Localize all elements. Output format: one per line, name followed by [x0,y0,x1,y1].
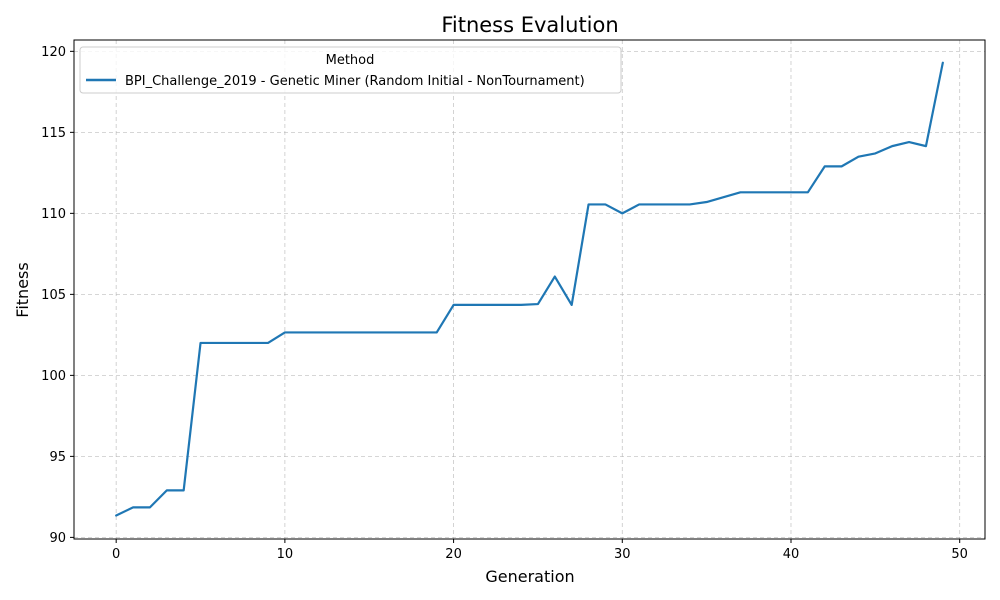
legend-box [79,46,622,94]
legend-title: Method [326,53,375,68]
grid-lines [74,40,985,539]
legend-entry-label: BPI_Challenge_2019 - Genetic Miner (Rand… [125,74,585,89]
y-axis-title: Fitness [13,262,32,317]
x-tick-label: 20 [445,547,462,562]
series-line-0 [115,61,944,517]
series-layer [115,61,944,517]
y-axis-ticks: 90 95 100 105 110 115 120 [41,45,74,546]
x-tick-label: 40 [783,547,800,562]
chart-title: Fitness Evalution [441,13,618,37]
y-tick-label: 100 [41,369,66,384]
x-tick-label: 0 [112,547,120,562]
y-tick-label: 95 [49,450,66,465]
y-tick-label: 120 [41,45,66,60]
x-tick-label: 10 [277,547,294,562]
y-tick-label: 105 [41,288,66,303]
x-axis-title: Generation [485,567,574,586]
y-tick-label: 115 [41,126,66,141]
plot-frame [73,39,986,540]
x-tick-label: 30 [614,547,631,562]
x-axis-ticks: 0 10 20 30 40 50 [112,539,968,562]
legend: Method BPI_Challenge_2019 - Genetic Mine… [79,46,622,94]
y-tick-label: 110 [41,207,66,222]
y-tick-label: 90 [49,531,66,546]
x-tick-label: 50 [951,547,968,562]
